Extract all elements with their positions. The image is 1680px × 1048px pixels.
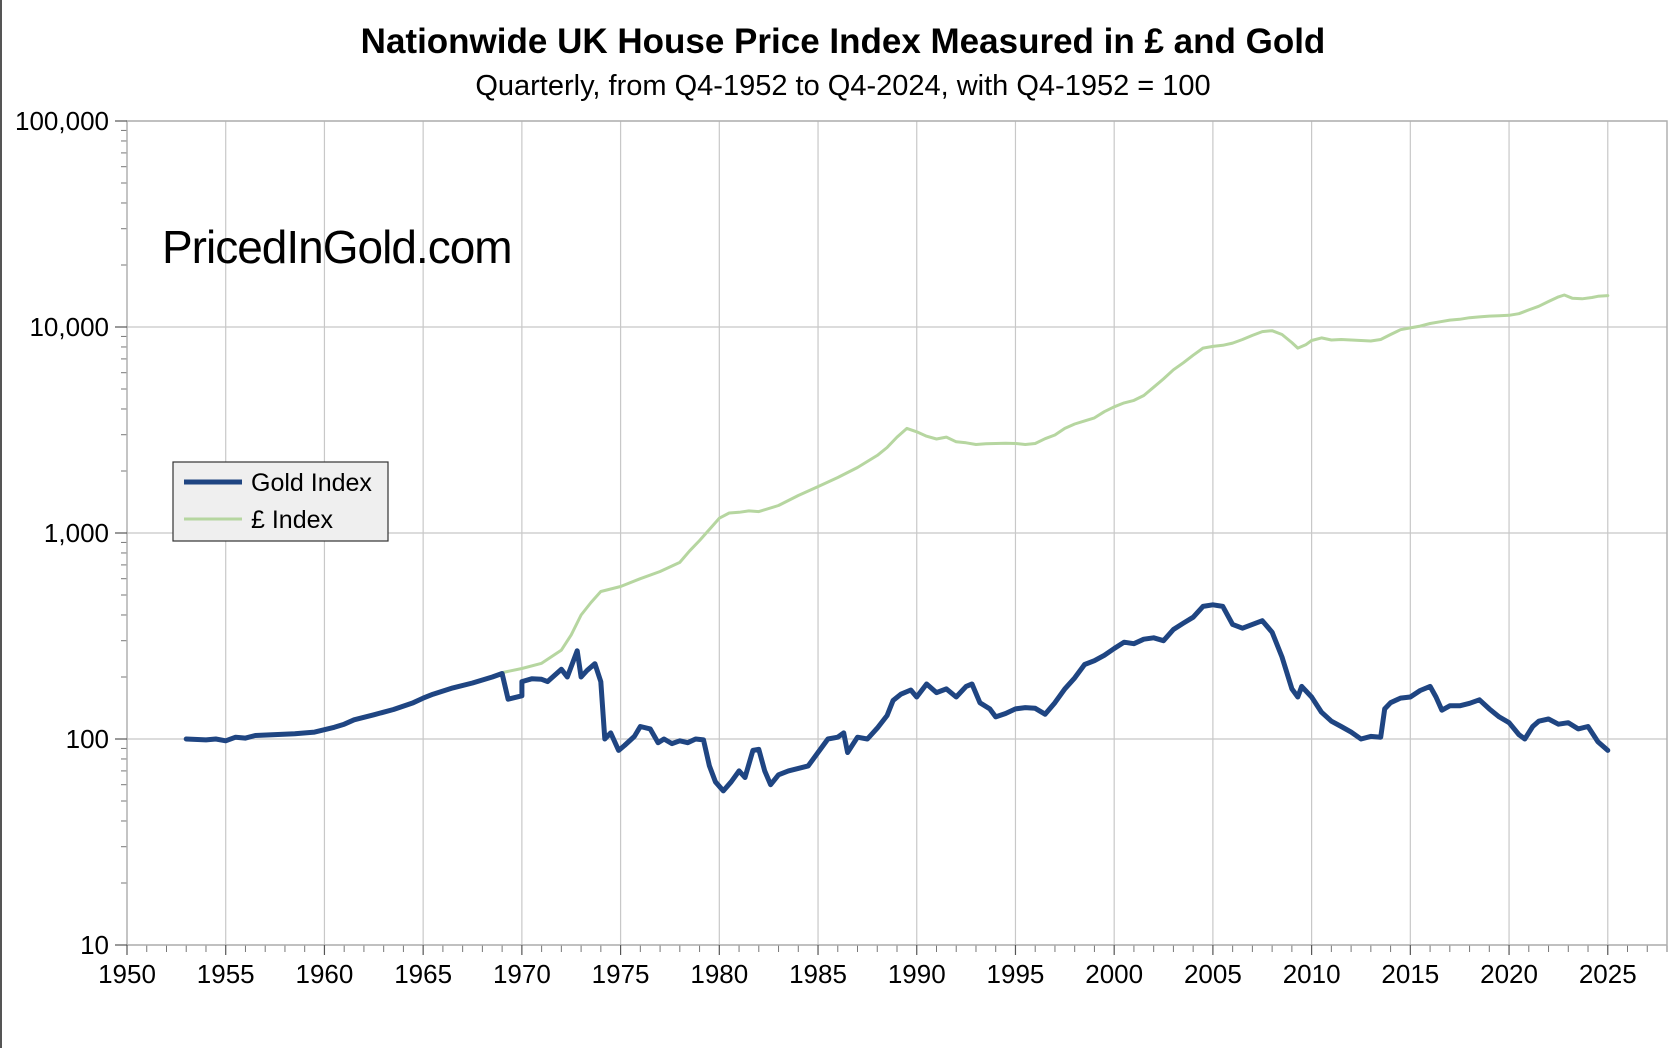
window-left-border bbox=[0, 0, 2, 1048]
y-tick-label: 10 bbox=[80, 930, 109, 960]
x-tick-label: 2015 bbox=[1381, 959, 1439, 989]
series-line-pound-index bbox=[500, 293, 1610, 675]
y-tick-label: 10,000 bbox=[29, 312, 109, 342]
x-tick-label: 1965 bbox=[394, 959, 452, 989]
x-tick-label: 1950 bbox=[98, 959, 156, 989]
legend-label-pound-index: £ Index bbox=[251, 506, 334, 534]
legend: Gold Index £ Index bbox=[172, 461, 389, 542]
x-tick-label: 1960 bbox=[296, 959, 354, 989]
x-tick-label: 2010 bbox=[1283, 959, 1341, 989]
legend-label-gold-index: Gold Index bbox=[251, 469, 372, 497]
x-axis: 1950 1955 1960 1965 1970 1975 1980 1985 1990 1995… bbox=[98, 945, 1637, 989]
chart-subtitle: Quarterly, from Q4-1952 to Q4-2024, with… bbox=[475, 70, 1210, 102]
x-tick-label: 1975 bbox=[592, 959, 650, 989]
legend-box bbox=[172, 461, 389, 542]
x-tick-label: 1990 bbox=[888, 959, 946, 989]
x-tick-label: 1955 bbox=[197, 959, 255, 989]
minor-ticks bbox=[121, 129, 1668, 952]
x-tick-label: 2020 bbox=[1480, 959, 1538, 989]
watermark-logo: PricedInGold.com bbox=[162, 221, 512, 273]
y-tick-label: 100,000 bbox=[15, 106, 109, 136]
x-tick-label: 2000 bbox=[1085, 959, 1143, 989]
series-line-gold-index bbox=[183, 602, 1611, 794]
x-tick-label: 2005 bbox=[1184, 959, 1242, 989]
y-tick-label: 100 bbox=[66, 724, 109, 754]
x-tick-label: 1980 bbox=[690, 959, 748, 989]
x-tick-label: 1985 bbox=[789, 959, 847, 989]
y-tick-label: 1,000 bbox=[44, 518, 109, 548]
x-tick-label: 1995 bbox=[987, 959, 1045, 989]
x-tick-label: 2025 bbox=[1579, 959, 1637, 989]
chart-title: Nationwide UK House Price Index Measured… bbox=[361, 22, 1326, 61]
series-layer bbox=[183, 293, 1611, 794]
y-axis: 10 100 1,000 10,000 100,000 bbox=[15, 106, 127, 960]
x-tick-label: 1970 bbox=[493, 959, 551, 989]
